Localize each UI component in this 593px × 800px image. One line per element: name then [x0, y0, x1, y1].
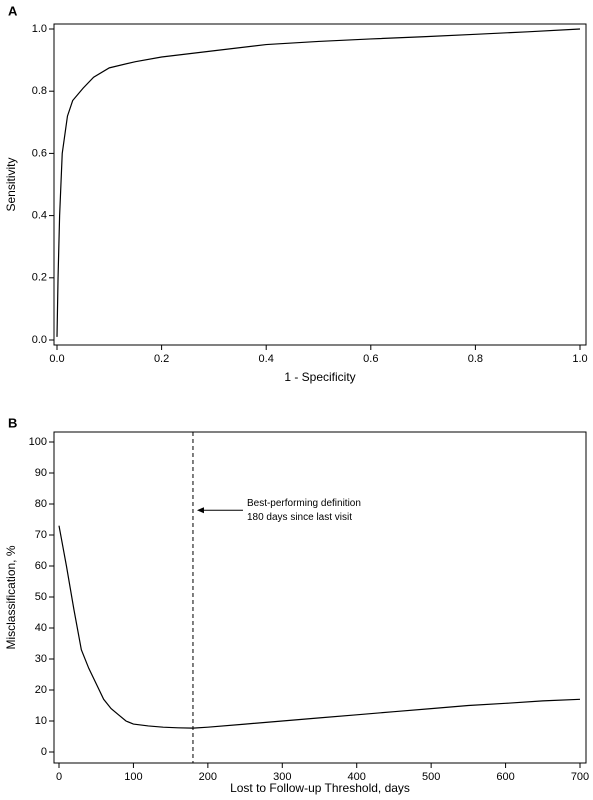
x-axis-label: Lost to Follow-up Threshold, days: [230, 781, 410, 795]
y-tick-label: 1.0: [32, 23, 47, 35]
annotation-text: 180 days since last visit: [247, 512, 352, 523]
y-tick-label: 0.6: [32, 147, 47, 159]
x-tick-label: 0.0: [49, 353, 64, 365]
x-tick-label: 100: [124, 771, 142, 783]
y-tick-label: 0.0: [32, 334, 47, 346]
x-tick-label: 400: [348, 771, 366, 783]
y-axis-label: Sensitivity: [4, 157, 18, 211]
x-tick-label: 0.4: [259, 353, 274, 365]
x-axis-label: 1 - Specificity: [284, 370, 355, 384]
y-tick-label: 30: [35, 653, 47, 665]
x-tick-label: 0.8: [468, 353, 483, 365]
panel-label: B: [8, 415, 17, 430]
y-tick-label: 100: [29, 436, 47, 448]
y-tick-label: 0.2: [32, 272, 47, 284]
y-tick-label: 50: [35, 591, 47, 603]
y-tick-label: 60: [35, 560, 47, 572]
plot-frame: [53, 431, 587, 764]
x-tick-label: 600: [496, 771, 514, 783]
x-tick-label: 700: [571, 771, 589, 783]
panel-label: A: [8, 3, 18, 18]
x-tick-label: 1.0: [572, 353, 587, 365]
annotation-text: Best-performing definition: [247, 498, 361, 509]
y-axis-label: Misclassification, %: [4, 545, 18, 649]
y-tick-label: 90: [35, 467, 47, 479]
y-tick-label: 0.4: [32, 210, 47, 222]
data-line: [56, 28, 581, 337]
x-tick-label: 0.6: [363, 353, 378, 365]
data-line: [58, 525, 581, 729]
y-tick-label: 20: [35, 684, 47, 696]
x-tick-label: 300: [273, 771, 291, 783]
x-tick-label: 0: [56, 771, 62, 783]
y-tick-label: 70: [35, 529, 47, 541]
x-tick-label: 200: [199, 771, 217, 783]
y-tick-label: 0: [41, 746, 47, 758]
arrow-head: [196, 507, 204, 514]
y-tick-label: 80: [35, 498, 47, 510]
x-tick-label: 0.2: [154, 353, 169, 365]
plot-frame: [53, 23, 587, 346]
x-tick-label: 500: [422, 771, 440, 783]
y-tick-label: 0.8: [32, 85, 47, 97]
y-tick-label: 40: [35, 622, 47, 634]
y-tick-label: 10: [35, 715, 47, 727]
